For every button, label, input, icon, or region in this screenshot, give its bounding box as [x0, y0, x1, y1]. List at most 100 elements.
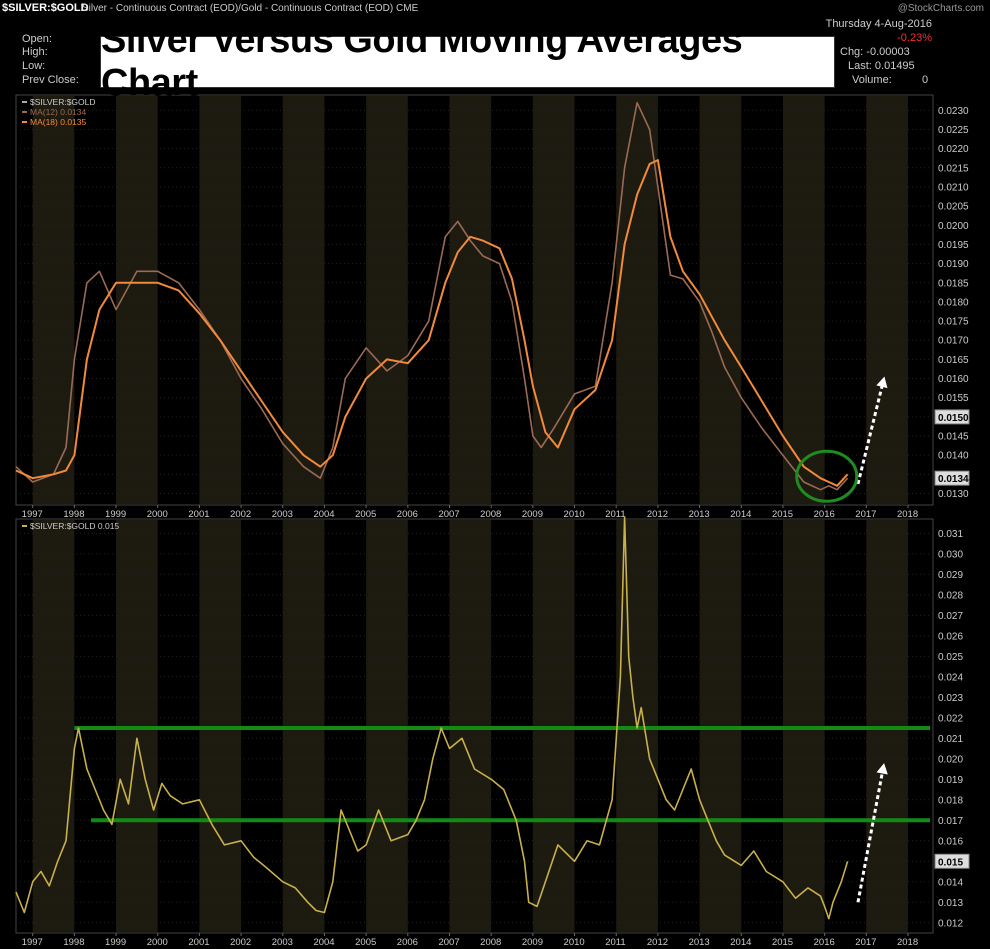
- upper-x-tick-label: 2017: [855, 509, 876, 520]
- lower-x-tick-label: 2009: [522, 937, 543, 948]
- upper-y-tick-label: 0.0225: [938, 125, 969, 136]
- lower-y-tick-label: 0.012: [938, 918, 963, 929]
- lower-x-tick-label: 2008: [480, 937, 501, 948]
- upper-y-tick-label: 0.0195: [938, 240, 969, 251]
- upper-trend-arrow: [856, 382, 885, 485]
- lower-y-tick-label: 0.029: [938, 570, 963, 581]
- upper-x-tick-label: 2005: [355, 509, 376, 520]
- lower-y-tick-label: 0.019: [938, 775, 963, 786]
- volume-label: Volume:: [852, 74, 892, 86]
- upper-year-band: [199, 96, 242, 504]
- upper-y-tick-label: 0.0160: [938, 374, 969, 385]
- upper-x-tick-label: 2008: [480, 509, 501, 520]
- upper-value-tag: [934, 409, 970, 425]
- upper-y-tick-label: 0.0180: [938, 297, 969, 308]
- lower-x-tick-label: 1998: [63, 937, 84, 948]
- upper-year-band: [282, 96, 325, 504]
- lower-x-tick-label: 2017: [855, 937, 876, 948]
- lower-y-tick-label: 0.023: [938, 693, 963, 704]
- symbol-label: $SILVER:$GOLD: [2, 2, 89, 14]
- upper-x-tick-label: 2018: [897, 509, 918, 520]
- lower-y-tick-label: 0.030: [938, 549, 963, 560]
- upper-y-tick-label: 0.0210: [938, 182, 969, 193]
- lower-x-tick-label: 2015: [772, 937, 793, 948]
- lower-arrow-head: [876, 763, 888, 775]
- brand-watermark: @StockCharts.com: [897, 3, 984, 14]
- price-line: [15, 516, 849, 920]
- prev-close-label: Prev Close:: [22, 74, 79, 86]
- upper-x-tick-label: 2007: [438, 509, 459, 520]
- upper-y-tick-label: 0.0215: [938, 163, 969, 174]
- upper-y-tick-label: 0.0190: [938, 259, 969, 270]
- lower-value-tag: [934, 853, 970, 869]
- upper-value-tag-text: 0.0150: [938, 413, 969, 424]
- upper-y-tick-label: 0.0170: [938, 336, 969, 347]
- lower-x-tick-label: 2016: [814, 937, 835, 948]
- lower-x-tick-label: 2012: [647, 937, 668, 948]
- ma18-line: [15, 159, 849, 487]
- lower-y-tick-label: 0.024: [938, 672, 963, 683]
- upper-year-band: [32, 96, 75, 504]
- upper-year-band: [866, 96, 908, 504]
- upper-y-tick-label: 0.0130: [938, 489, 969, 500]
- upper-x-tick-label: 2014: [730, 509, 751, 520]
- lower-legend-entry: $SILVER:$GOLD 0.015: [30, 521, 119, 531]
- lower-year-band: [282, 520, 325, 932]
- lower-x-tick-label: 2006: [397, 937, 418, 948]
- lower-year-band: [32, 520, 75, 932]
- lower-value-tag-text: 0.015: [938, 857, 963, 868]
- lower-x-tick-label: 2018: [897, 937, 918, 948]
- upper-value-tag-text: 0.0134: [938, 474, 969, 485]
- volume-value: 0: [922, 74, 929, 86]
- lower-x-tick-label: 2005: [355, 937, 376, 948]
- lower-y-tick-label: 0.020: [938, 754, 963, 765]
- upper-value-tag: [934, 470, 970, 486]
- upper-legend-entry: MA(12) 0.0134: [30, 107, 86, 117]
- change-percent: -0.23%: [897, 32, 932, 44]
- upper-x-tick-label: 2016: [814, 509, 835, 520]
- lower-year-band: [782, 520, 825, 932]
- lower-year-band: [532, 520, 575, 932]
- upper-x-tick-label: 2011: [605, 509, 625, 520]
- date-label: Thursday 4-Aug-2016: [825, 18, 932, 30]
- upper-x-tick-label: 2015: [772, 509, 793, 520]
- upper-y-tick-label: 0.0200: [938, 221, 969, 232]
- open-label: Open:: [22, 33, 52, 45]
- lower-year-band: [116, 520, 158, 932]
- ma12-line: [15, 101, 849, 491]
- upper-x-tick-label: 2004: [313, 509, 334, 520]
- lower-x-tick-label: 2014: [730, 937, 751, 948]
- upper-x-tick-label: 1997: [22, 509, 43, 520]
- upper-arrow-head: [876, 376, 888, 389]
- lower-x-tick-label: 2001: [188, 937, 209, 948]
- upper-legend-entry: $SILVER:$GOLD: [30, 97, 96, 107]
- lower-year-band: [199, 520, 242, 932]
- upper-y-tick-label: 0.0230: [938, 106, 969, 117]
- upper-x-tick-label: 2003: [272, 509, 293, 520]
- lower-y-tick-label: 0.028: [938, 590, 963, 601]
- upper-y-tick-label: 0.0165: [938, 355, 969, 366]
- lower-trend-arrow: [856, 768, 885, 903]
- lower-y-tick-label: 0.026: [938, 631, 963, 642]
- upper-y-tick-label: 0.0185: [938, 278, 969, 289]
- lower-x-tick-label: 1997: [22, 937, 43, 948]
- upper-x-tick-label: 2009: [522, 509, 543, 520]
- lower-y-tick-label: 0.025: [938, 652, 963, 663]
- lower-y-tick-label: 0.031: [938, 529, 963, 540]
- last-label: Last: 0.01495: [848, 60, 915, 72]
- upper-legend-entry: MA(18) 0.0135: [30, 117, 86, 127]
- upper-x-tick-label: 2006: [397, 509, 418, 520]
- upper-x-tick-label: 2010: [564, 509, 585, 520]
- upper-year-band: [699, 96, 742, 504]
- upper-year-band: [782, 96, 825, 504]
- lower-y-tick-label: 0.014: [938, 877, 963, 888]
- overlay-title: Silver Versus Gold Moving Averages Chart: [101, 19, 743, 104]
- upper-x-tick-label: 2000: [147, 509, 168, 520]
- change-label: Chg: -0.00003: [840, 46, 910, 58]
- lower-x-tick-label: 2002: [230, 937, 251, 948]
- upper-x-tick-label: 2001: [188, 509, 209, 520]
- exchange-text: CME: [396, 3, 419, 14]
- lower-x-tick-label: 2003: [272, 937, 293, 948]
- lower-y-tick-label: 0.022: [938, 713, 963, 724]
- high-label: High:: [22, 46, 48, 58]
